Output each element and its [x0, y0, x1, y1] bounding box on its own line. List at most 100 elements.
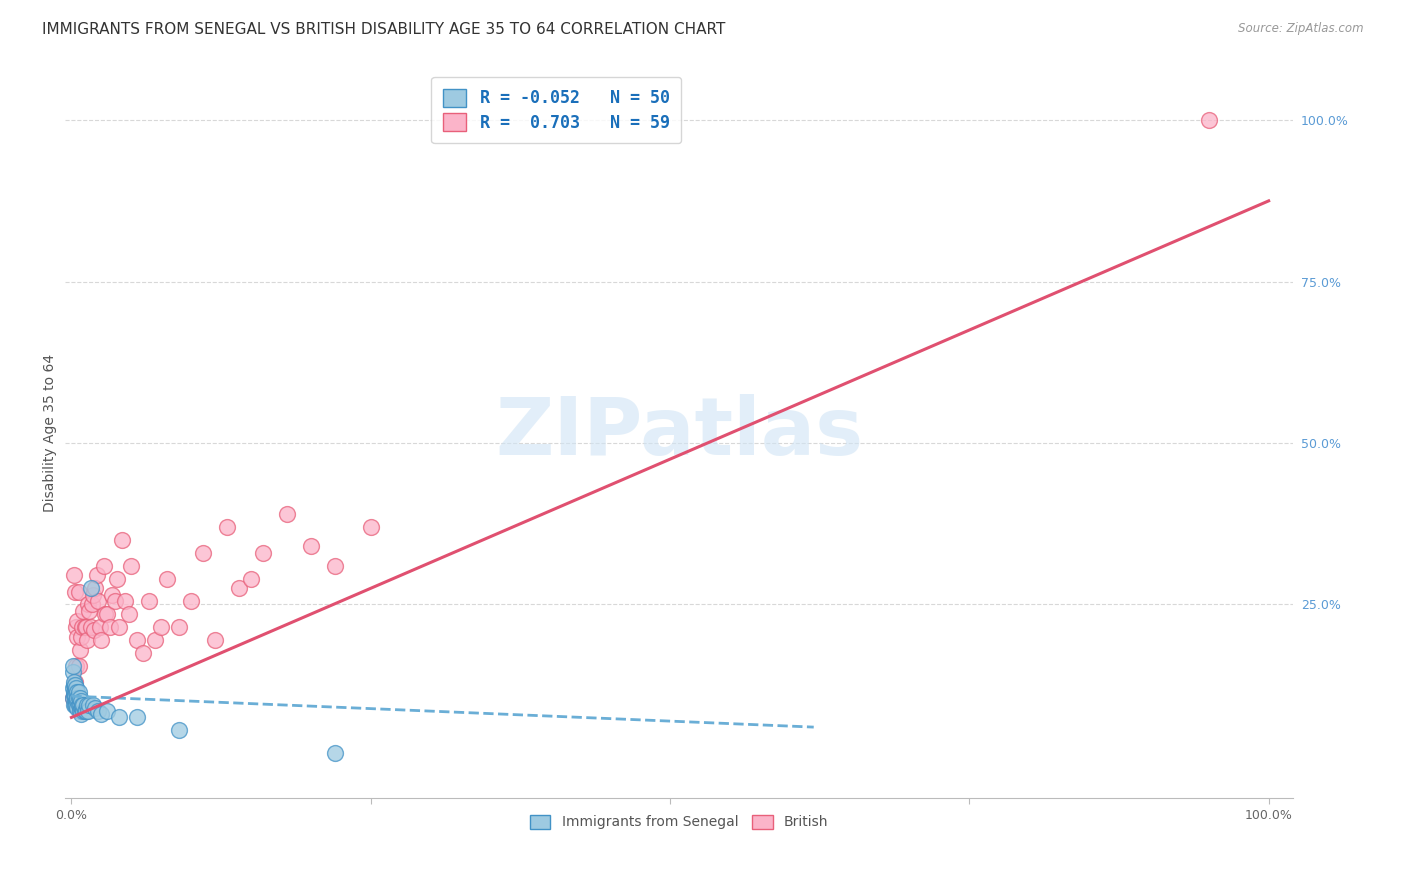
- Point: [323, 558, 346, 573]
- Point: [204, 632, 226, 647]
- Point: [70, 620, 93, 634]
- Point: [66, 684, 89, 698]
- Point: [93, 558, 115, 573]
- Point: [79, 582, 101, 596]
- Point: [82, 588, 104, 602]
- Point: [66, 700, 89, 714]
- Point: [63, 678, 86, 692]
- Point: [67, 698, 90, 712]
- Text: ZIPatlas: ZIPatlas: [495, 394, 863, 473]
- Point: [240, 572, 263, 586]
- Point: [63, 684, 86, 698]
- Point: [299, 539, 322, 553]
- Point: [62, 665, 84, 680]
- Point: [156, 572, 179, 586]
- Point: [72, 704, 94, 718]
- Point: [70, 698, 93, 712]
- Point: [65, 681, 87, 696]
- Point: [75, 620, 97, 634]
- Point: [118, 607, 141, 621]
- Legend: Immigrants from Senegal, British: Immigrants from Senegal, British: [524, 809, 834, 835]
- Point: [79, 620, 101, 634]
- Point: [67, 658, 90, 673]
- Point: [67, 584, 90, 599]
- Point: [79, 604, 101, 618]
- Point: [77, 704, 100, 718]
- Point: [69, 704, 91, 718]
- Point: [63, 688, 86, 702]
- Point: [180, 594, 202, 608]
- Point: [87, 594, 110, 608]
- Point: [80, 598, 103, 612]
- Point: [89, 620, 111, 634]
- Point: [66, 614, 89, 628]
- Point: [323, 746, 346, 760]
- Point: [86, 568, 108, 582]
- Point: [63, 698, 86, 712]
- Point: [83, 624, 105, 638]
- Point: [70, 700, 93, 714]
- Point: [62, 681, 84, 696]
- Point: [75, 704, 97, 718]
- Point: [150, 620, 173, 634]
- Point: [84, 700, 107, 714]
- Point: [69, 691, 91, 706]
- Point: [63, 674, 86, 689]
- Point: [66, 630, 89, 644]
- Point: [73, 620, 96, 634]
- Point: [70, 630, 93, 644]
- Point: [98, 620, 121, 634]
- Point: [63, 584, 86, 599]
- Point: [114, 594, 136, 608]
- Point: [67, 684, 90, 698]
- Point: [70, 694, 93, 708]
- Point: [360, 520, 382, 534]
- Point: [63, 674, 86, 689]
- Point: [105, 572, 128, 586]
- Point: [96, 704, 118, 718]
- Point: [72, 698, 94, 712]
- Point: [65, 694, 87, 708]
- Point: [252, 546, 274, 560]
- Point: [276, 507, 298, 521]
- Point: [84, 582, 107, 596]
- Point: [127, 710, 149, 724]
- Point: [138, 594, 160, 608]
- Point: [1198, 113, 1220, 128]
- Point: [67, 691, 90, 706]
- Point: [63, 698, 86, 712]
- Point: [108, 710, 131, 724]
- Point: [96, 607, 118, 621]
- Point: [70, 700, 93, 714]
- Point: [94, 607, 117, 621]
- Point: [191, 546, 214, 560]
- Point: [70, 707, 93, 722]
- Point: [66, 694, 89, 708]
- Point: [63, 691, 86, 706]
- Point: [76, 698, 98, 712]
- Point: [167, 620, 190, 634]
- Point: [228, 582, 250, 596]
- Point: [62, 658, 84, 673]
- Point: [127, 632, 149, 647]
- Point: [143, 632, 166, 647]
- Text: IMMIGRANTS FROM SENEGAL VS BRITISH DISABILITY AGE 35 TO 64 CORRELATION CHART: IMMIGRANTS FROM SENEGAL VS BRITISH DISAB…: [42, 22, 725, 37]
- Point: [76, 632, 98, 647]
- Point: [65, 698, 87, 712]
- Point: [73, 704, 96, 718]
- Point: [101, 588, 124, 602]
- Point: [90, 632, 112, 647]
- Point: [90, 707, 112, 722]
- Point: [69, 642, 91, 657]
- Point: [167, 723, 190, 738]
- Point: [69, 698, 91, 712]
- Point: [217, 520, 239, 534]
- Text: Source: ZipAtlas.com: Source: ZipAtlas.com: [1239, 22, 1364, 36]
- Point: [132, 646, 155, 660]
- Point: [103, 594, 125, 608]
- Point: [63, 568, 86, 582]
- Y-axis label: Disability Age 35 to 64: Disability Age 35 to 64: [44, 354, 58, 512]
- Point: [111, 533, 134, 547]
- Point: [66, 691, 89, 706]
- Point: [120, 558, 142, 573]
